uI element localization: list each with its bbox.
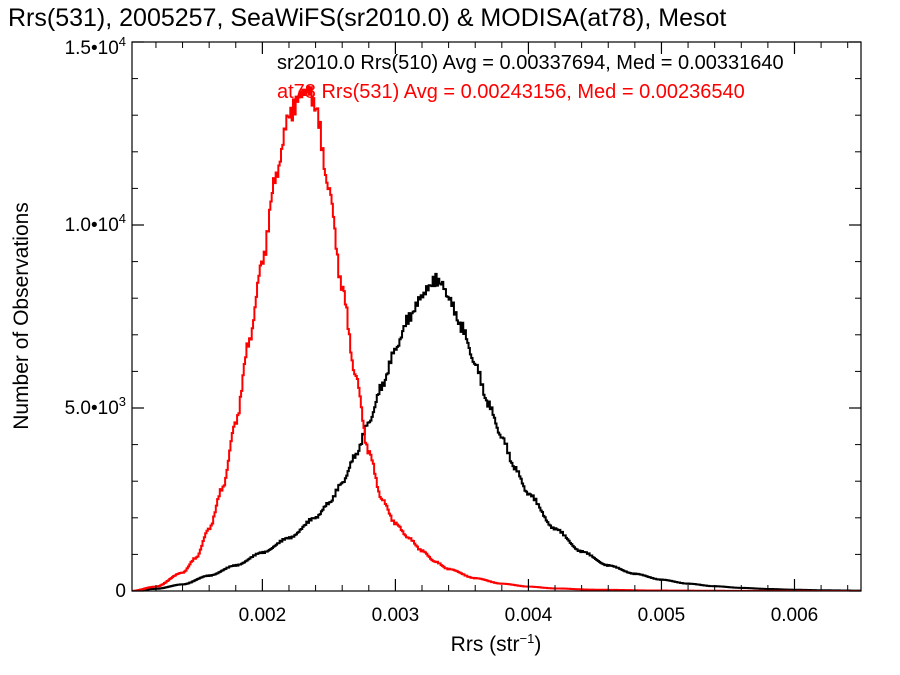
y-tick-label: 0: [115, 581, 126, 602]
x-tick-label: 0.003: [372, 605, 420, 626]
x-axis: 0.002 0.003 0.004 0.005 0.006: [155, 42, 849, 626]
y-tick-label-exponent: 3: [119, 394, 126, 409]
plot-frame: [131, 41, 862, 592]
legend-entry-sr2010: sr2010.0 Rrs(510) Avg = 0.00337694, Med …: [277, 52, 784, 74]
legend-entry-at78: at78 Rrs(531) Avg = 0.00243156, Med = 0.…: [277, 81, 745, 103]
y-axis-label: Number of Observations: [10, 202, 33, 430]
plot-area: [132, 85, 861, 591]
x-tick-label: 0.005: [638, 605, 686, 626]
y-tick-label: 1.0•104: [65, 211, 126, 236]
x-axis-label: Rrs (str−1): [451, 631, 542, 656]
y-tick-label: 5.0•103: [65, 394, 126, 419]
series-line-1: [132, 85, 861, 591]
y-tick-label-exponent: 4: [119, 211, 126, 226]
y-tick-label: 1.5•104: [65, 34, 126, 59]
chart-title: Rrs(531), 2005257, SeaWiFS(sr2010.0) & M…: [8, 4, 726, 32]
x-axis-label-superscript: −1: [520, 631, 535, 646]
y-tick-label-exponent: 4: [119, 34, 126, 49]
x-tick-label: 0.002: [239, 605, 287, 626]
x-tick-label: 0.006: [771, 605, 819, 626]
x-tick-label: 0.004: [505, 605, 553, 626]
y-axis: 0 5.0•103 1.0•104 1.5•104: [65, 34, 861, 602]
series-line-0: [132, 272, 861, 591]
